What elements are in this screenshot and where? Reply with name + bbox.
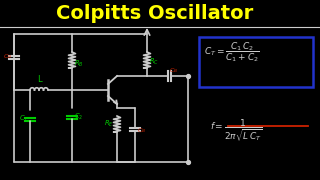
Text: $R_C$: $R_C$ bbox=[149, 57, 159, 67]
Text: $C_T = \dfrac{C_1\,C_2}{C_1 + C_2}$: $C_T = \dfrac{C_1\,C_2}{C_1 + C_2}$ bbox=[204, 40, 260, 64]
Text: $R_B$: $R_B$ bbox=[74, 59, 84, 69]
Text: Colpitts Oscillator: Colpitts Oscillator bbox=[56, 3, 254, 22]
FancyBboxPatch shape bbox=[199, 37, 313, 87]
Text: $C_B$: $C_B$ bbox=[3, 53, 12, 61]
Text: $C_B$: $C_B$ bbox=[137, 127, 146, 135]
Text: $C_1$: $C_1$ bbox=[19, 114, 28, 124]
Text: L: L bbox=[37, 75, 41, 84]
Text: $R_E$: $R_E$ bbox=[104, 119, 114, 129]
Text: $C_B$: $C_B$ bbox=[169, 67, 178, 75]
Text: $f = \dfrac{1}{2\pi\sqrt{L\,C_T}}$: $f = \dfrac{1}{2\pi\sqrt{L\,C_T}}$ bbox=[210, 117, 263, 143]
Text: $C_2$: $C_2$ bbox=[74, 112, 83, 122]
